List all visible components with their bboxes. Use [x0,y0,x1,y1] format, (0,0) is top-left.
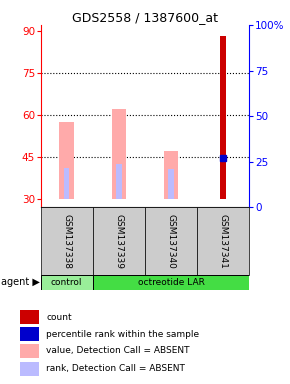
Text: agent ▶: agent ▶ [1,277,40,287]
Bar [93,275,249,290]
Bar [116,164,122,199]
Text: GSM137340: GSM137340 [166,214,176,269]
Text: GSM137338: GSM137338 [62,214,71,269]
Text: GSM137339: GSM137339 [114,214,124,269]
Text: control: control [51,278,82,287]
Bar [20,310,39,324]
Text: octreotide LAR: octreotide LAR [138,278,204,287]
Bar [168,169,174,199]
Bar [93,207,145,275]
Bar [112,109,126,199]
Bar [197,207,249,275]
Text: count: count [46,313,72,322]
Bar [41,207,93,275]
Text: GSM137341: GSM137341 [219,214,228,269]
Bar [41,275,93,290]
Bar [164,151,178,199]
Bar [20,344,39,358]
Bar [220,36,226,199]
Text: percentile rank within the sample: percentile rank within the sample [46,329,200,339]
Bar [20,362,39,376]
Text: rank, Detection Call = ABSENT: rank, Detection Call = ABSENT [46,364,185,373]
Bar [59,122,74,199]
Bar [20,327,39,341]
Bar [64,168,69,199]
Text: GDS2558 / 1387600_at: GDS2558 / 1387600_at [72,12,218,25]
Text: value, Detection Call = ABSENT: value, Detection Call = ABSENT [46,346,190,356]
Bar [145,207,197,275]
